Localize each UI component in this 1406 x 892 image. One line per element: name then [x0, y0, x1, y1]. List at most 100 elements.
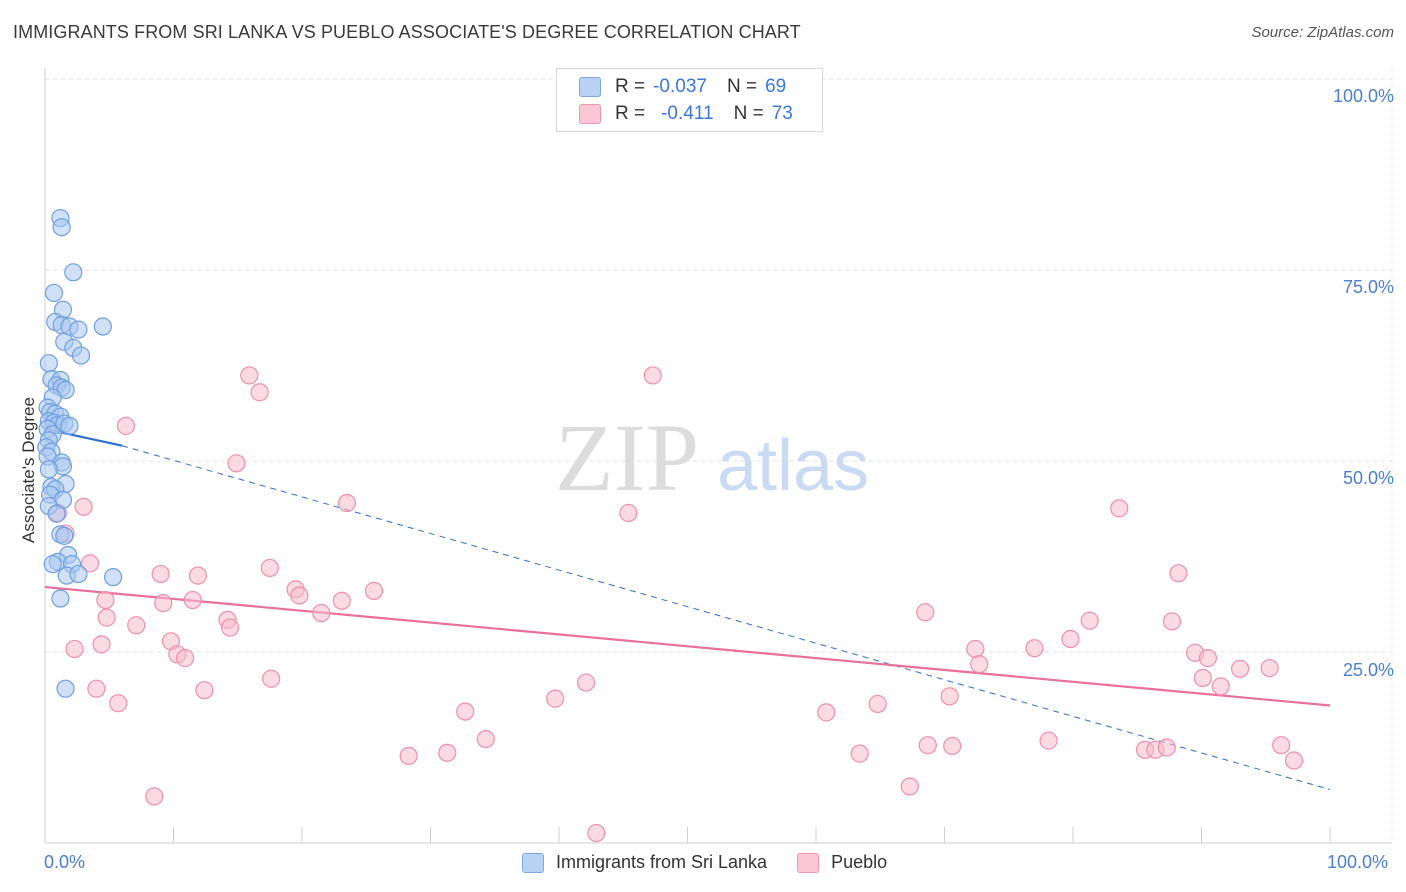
- pueblo-point: [1162, 612, 1182, 631]
- pueblo-point: [183, 590, 202, 610]
- sri-lanka-point: [104, 568, 123, 587]
- pueblo-point: [87, 679, 106, 698]
- n-label: N =: [726, 76, 758, 97]
- pueblo-point: [1110, 499, 1129, 518]
- n-value: 73: [771, 103, 793, 124]
- y-tick-label: 25.0%: [1342, 660, 1394, 680]
- sri-lanka-point: [51, 589, 70, 608]
- pueblo-point: [74, 497, 93, 516]
- y-axis-label: Associate's Degree: [19, 397, 38, 543]
- pueblo-point: [546, 689, 565, 708]
- pueblo-point: [576, 673, 596, 692]
- pueblo-point: [154, 594, 173, 613]
- pueblo-point: [1230, 659, 1250, 678]
- r-value: -0.037: [653, 76, 707, 97]
- pueblo-point: [619, 503, 638, 523]
- pueblo-point: [96, 590, 115, 610]
- pueblo-point: [900, 777, 919, 796]
- pueblo-point: [1211, 677, 1230, 696]
- sri-lanka-point: [69, 320, 88, 339]
- pueblo-point: [966, 639, 985, 659]
- r-label: R =: [615, 103, 646, 124]
- pueblo-point: [109, 694, 128, 713]
- pueblo-point: [80, 554, 100, 573]
- sri-lanka-point: [39, 460, 58, 479]
- pueblo-point: [1284, 751, 1304, 770]
- y-tick-label: 100.0%: [1332, 86, 1394, 106]
- blue-swatch: [522, 852, 544, 873]
- sri-lanka-point: [71, 346, 91, 365]
- pueblo-point: [220, 618, 240, 637]
- series-legend: Immigrants from Sri Lanka Pueblo: [522, 852, 917, 873]
- r-label: R =: [615, 76, 646, 97]
- pueblo-point: [587, 823, 606, 843]
- x-tick-label: 0.0%: [44, 852, 86, 872]
- y-axis-label-wrap: Associate's Degree: [17, 300, 41, 640]
- legend-row-pueblo: R = -0.411 N = 73: [579, 102, 793, 126]
- sri-lanka-point: [69, 564, 88, 584]
- pueblo-point: [65, 639, 84, 659]
- sri-lanka-point: [47, 504, 66, 523]
- r-value: -0.411: [661, 103, 714, 124]
- x-tick-label: 100.0%: [1327, 852, 1389, 872]
- pueblo-point: [240, 366, 259, 385]
- pueblo-point: [227, 454, 246, 473]
- sri-lanka-point: [43, 555, 62, 574]
- sri-lanka-point: [64, 263, 83, 282]
- pueblo-point: [97, 608, 116, 627]
- n-value: 69: [765, 76, 787, 97]
- pueblo-point: [1039, 731, 1058, 750]
- pueblo-point: [916, 603, 935, 622]
- pueblo-point: [1169, 564, 1188, 583]
- pueblo-point: [116, 416, 136, 435]
- pueblo-point: [312, 603, 331, 623]
- legend-item-sri-lanka[interactable]: Immigrants from Sri Lanka: [522, 852, 767, 873]
- pueblo-trend-line: [44, 585, 1331, 707]
- legend-item-pueblo[interactable]: Pueblo: [797, 852, 887, 873]
- sri-lanka-point: [93, 317, 112, 336]
- pueblo-points: [48, 366, 1304, 843]
- n-label: N =: [733, 103, 764, 124]
- pueblo-point: [817, 703, 836, 722]
- pueblo-point: [1260, 658, 1279, 678]
- pueblo-point: [456, 702, 475, 721]
- blue-swatch: [579, 77, 601, 97]
- chart-title: IMMIGRANTS FROM SRI LANKA VS PUEBLO ASSO…: [13, 22, 801, 42]
- pink-swatch: [797, 852, 820, 873]
- sri-lanka-point: [60, 416, 79, 435]
- pueblo-point: [188, 566, 208, 585]
- pueblo-point: [175, 649, 195, 668]
- pueblo-point: [1080, 611, 1099, 630]
- pueblo-point: [364, 581, 384, 600]
- pueblo-point: [438, 743, 457, 762]
- legend-label: Pueblo: [831, 852, 888, 872]
- sri-lanka-point: [39, 354, 58, 373]
- watermark: ZIP atlas: [555, 404, 869, 511]
- pueblo-point: [337, 493, 357, 513]
- pueblo-point: [1061, 629, 1080, 649]
- legend-row-sri-lanka: R = -0.037 N = 69: [579, 75, 786, 99]
- pueblo-point: [1193, 668, 1212, 688]
- sri-lanka-point: [52, 218, 71, 237]
- legend-label: Immigrants from Sri Lanka: [556, 852, 768, 872]
- pueblo-point: [332, 591, 351, 610]
- grid-lines: [45, 78, 1392, 653]
- pueblo-point: [1272, 736, 1291, 755]
- pueblo-point: [290, 586, 309, 605]
- pueblo-point: [940, 687, 959, 706]
- pueblo-point: [1198, 649, 1218, 668]
- pueblo-point: [92, 635, 111, 654]
- sri-lanka-point: [56, 679, 75, 698]
- y-tick-label: 75.0%: [1342, 277, 1394, 297]
- pueblo-point: [1157, 738, 1176, 757]
- sri-lanka-points: [37, 208, 123, 698]
- pueblo-point: [643, 366, 662, 385]
- pueblo-point: [943, 736, 962, 756]
- correlation-legend: R = -0.037 N = 69 R = -0.411 N = 73: [556, 68, 823, 132]
- sri-lanka-point: [55, 526, 74, 545]
- pueblo-point: [1025, 639, 1044, 658]
- pink-swatch: [579, 104, 601, 124]
- pueblo-point: [850, 744, 869, 763]
- pueblo-point: [195, 681, 214, 700]
